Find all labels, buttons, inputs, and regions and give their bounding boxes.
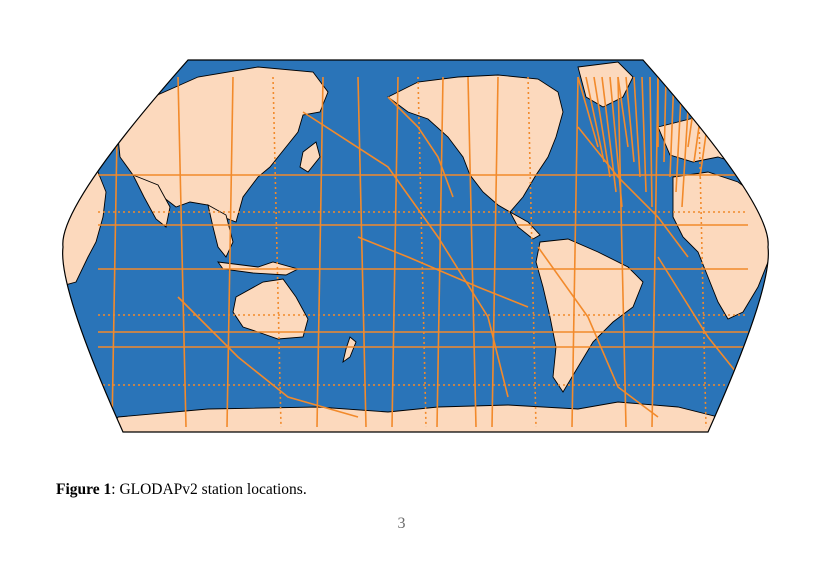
figure-caption: Figure 1: GLODAPv2 station locations.: [56, 481, 307, 499]
station-track: [357, 236, 529, 308]
caption-label: Figure 1: [56, 481, 112, 498]
station-track: [617, 76, 629, 148]
station-track: [272, 76, 282, 428]
station-map: [62, 59, 769, 433]
caption-text: GLODAPv2 station locations.: [119, 481, 307, 498]
station-track: [617, 76, 627, 428]
station-track: [491, 76, 499, 428]
land-north-america: [387, 74, 564, 213]
station-track: [697, 76, 707, 428]
station-track: [571, 76, 579, 428]
station-track: [651, 76, 659, 428]
station-track: [663, 76, 667, 163]
station-track: [436, 76, 444, 428]
station-track: [585, 76, 605, 163]
station-track: [467, 76, 477, 428]
station-track: [633, 76, 641, 178]
station-track: [577, 126, 689, 258]
globe-outline: [62, 59, 769, 433]
land-japan: [299, 141, 321, 173]
land-greenland: [577, 61, 634, 108]
land-india: [132, 174, 171, 228]
station-track: [302, 111, 509, 398]
station-track: [593, 76, 611, 178]
station-track: [577, 76, 599, 148]
land-se-asia: [207, 204, 234, 258]
station-track: [625, 76, 635, 163]
station-track: [609, 76, 623, 208]
station-track: [649, 76, 653, 208]
caption-separator: :: [111, 481, 120, 498]
station-track: [177, 296, 359, 418]
station-tracks: [98, 76, 749, 428]
land-australia: [232, 278, 309, 340]
station-track: [387, 96, 454, 198]
station-track: [357, 76, 367, 428]
station-track: [316, 76, 324, 428]
station-track: [601, 76, 617, 193]
page-number: 3: [397, 515, 406, 532]
station-track: [417, 76, 427, 428]
station-track: [527, 76, 537, 428]
station-track: [177, 76, 187, 428]
station-track: [641, 76, 647, 193]
station-track: [226, 76, 234, 428]
station-track: [537, 246, 659, 418]
